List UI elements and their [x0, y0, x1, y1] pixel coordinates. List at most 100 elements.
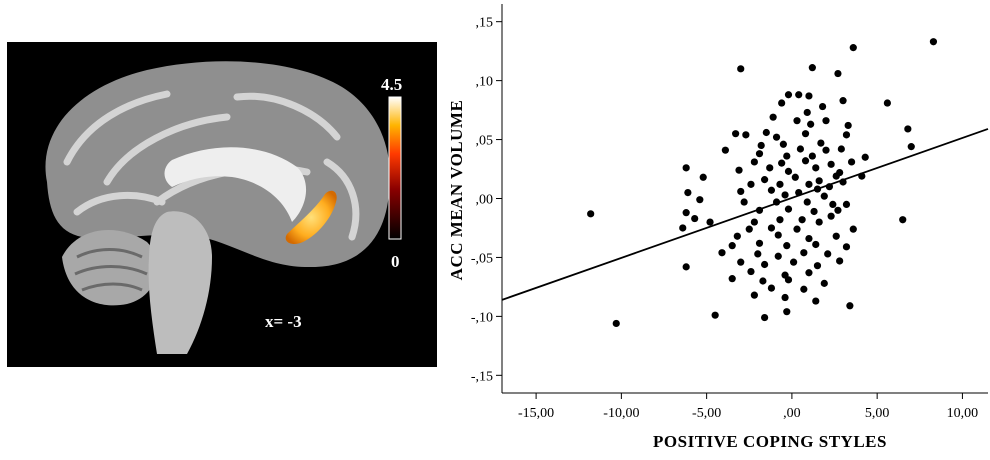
scatter-point [737, 187, 745, 196]
scatter-point [839, 178, 847, 186]
scatter-point [849, 44, 857, 52]
scatter-point [781, 191, 789, 199]
scatter-point [803, 108, 811, 117]
scatter-point [842, 131, 851, 139]
scatter-point [691, 214, 699, 223]
scatter-point [827, 212, 835, 220]
scatter-point [817, 139, 825, 147]
scatter-point [747, 267, 755, 276]
scatter-point [844, 121, 852, 130]
scatter-point [812, 297, 820, 305]
scatter-point [904, 125, 912, 133]
scatter-point [795, 189, 803, 197]
x-tick-label: 10,00 [947, 406, 979, 421]
scatter-point [779, 140, 787, 148]
scatter-point [718, 249, 726, 257]
x-axis-title: POSITIVE COPING STYLES [653, 432, 887, 451]
scatter-point [774, 231, 782, 239]
y-tick-label: -,10 [471, 310, 493, 325]
scatter-point [800, 285, 808, 293]
brain-mri-image: 4.5 0 x= -3 [45, 61, 402, 354]
scatter-point [836, 257, 844, 265]
y-tick-label: ,15 [476, 16, 494, 31]
scatter-point [818, 102, 827, 111]
scatter-point [750, 291, 758, 299]
scatter-point [699, 173, 707, 181]
scatter-point [796, 145, 805, 153]
scatter-point [820, 192, 828, 200]
scatter-point [721, 146, 729, 154]
cerebellum-folia [74, 248, 148, 292]
scatter-point [805, 92, 813, 100]
scatter-point [929, 38, 938, 46]
brainstem-shape [148, 211, 212, 354]
x-axis-ticks: -15,00 -10,00 -5,00 ,00 5,00 10,00 [518, 393, 978, 421]
scatter-point [778, 159, 786, 167]
y-axis-ticks: -,15 -,10 -,05 ,00 ,05 ,10 ,15 [471, 16, 502, 384]
scatter-point [732, 130, 740, 138]
scatter-point [783, 242, 791, 250]
scatter-point [728, 275, 736, 283]
y-tick-label: ,05 [476, 134, 494, 149]
scatter-point [728, 242, 736, 250]
scatter-point [761, 313, 769, 322]
scatter-point [805, 180, 813, 188]
scatter-point [883, 99, 891, 107]
scatter-point [742, 131, 750, 139]
scatter-point [800, 249, 808, 257]
scatter-plot: -15,00 -10,00 -5,00,00 5,00 10,00 -,15-,10-,… [447, 4, 989, 451]
scatter-point [740, 198, 748, 206]
scatter-point [847, 158, 856, 166]
x-tick-label: 5,00 [865, 406, 890, 421]
slice-coordinate-label: x= -3 [265, 312, 302, 331]
y-tick-label: ,00 [476, 193, 494, 208]
scatter-point [834, 206, 842, 214]
scatter-point [755, 239, 764, 247]
scatter-point [899, 216, 907, 224]
scatter-point [793, 117, 801, 125]
scatter-point [761, 176, 769, 184]
scatter-point [790, 258, 798, 266]
scatter-point [612, 319, 620, 328]
x-tick-label: -10,00 [603, 406, 639, 421]
data-points [587, 38, 938, 328]
scatter-point [767, 224, 776, 232]
colorbar-max-label: 4.5 [381, 75, 402, 94]
y-axis-title: ACC MEAN VOLUME [447, 100, 466, 281]
scatter-point [587, 210, 595, 218]
scatter-point [750, 218, 758, 226]
scatter-point [822, 117, 830, 125]
scatter-point [815, 177, 823, 185]
scatter-point [784, 167, 793, 175]
scatter-point [808, 64, 816, 72]
scatter-point [745, 225, 753, 233]
scatter-point [825, 183, 834, 191]
scatter-point [783, 308, 791, 316]
scatter-point [772, 133, 781, 141]
scatter-point [849, 225, 857, 233]
scatter-point [793, 225, 801, 233]
regression-line [501, 128, 989, 301]
scatter-point [839, 97, 847, 105]
scatter-point [807, 120, 815, 128]
scatter-point [766, 164, 774, 172]
scatter-point [805, 269, 813, 277]
scatter-point [832, 172, 840, 180]
scatter-point [813, 185, 822, 193]
scatter-point [737, 258, 745, 266]
scatter-point [813, 262, 822, 270]
scatter-point [778, 99, 786, 107]
scatter-point [776, 180, 784, 188]
scatter-point [755, 150, 764, 158]
scatter-point [827, 160, 835, 168]
scatter-point [815, 218, 823, 226]
scatter-point [824, 250, 832, 258]
x-tick-label: -15,00 [518, 406, 554, 421]
scatter-point [842, 243, 851, 251]
corpus-callosum-shape [164, 147, 307, 222]
scatter-point [762, 128, 770, 137]
colorbar [388, 96, 402, 240]
scatter-point [784, 276, 793, 284]
scatter-point [696, 196, 704, 204]
scatter-point [755, 206, 764, 214]
